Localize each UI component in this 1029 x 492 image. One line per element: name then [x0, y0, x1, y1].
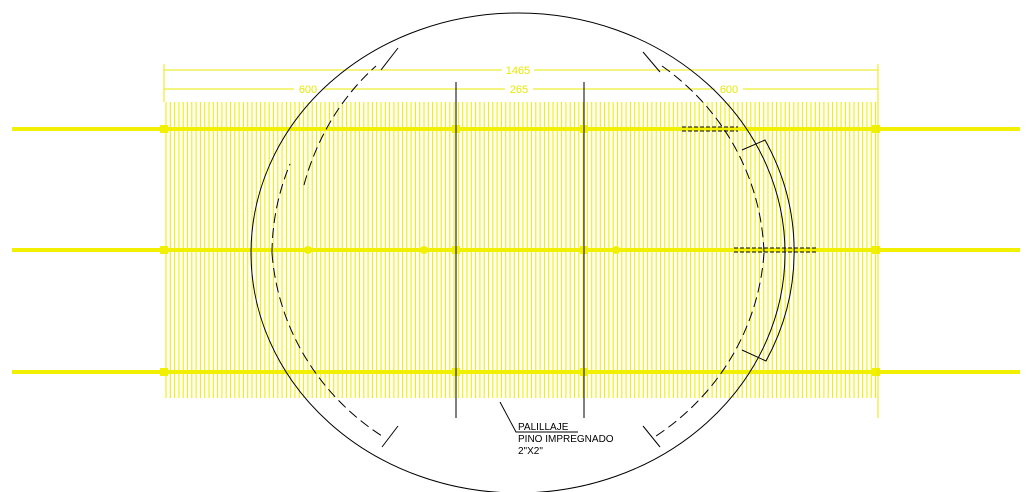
dim-left-label: 600 — [299, 84, 317, 96]
dimension-labels: 1465 600 265 600 — [294, 63, 743, 96]
post-marker-round — [304, 246, 312, 254]
beam-group — [12, 127, 1020, 374]
notch-bottom-left — [381, 425, 399, 448]
post-marker — [872, 246, 880, 254]
notch-top-right — [642, 51, 661, 73]
slat-note: PALILLAJE PINO IMPREGNADO 2"X2" — [518, 422, 614, 457]
post-marker — [160, 246, 168, 254]
post-marker — [160, 368, 168, 376]
post-marker-round — [612, 246, 620, 254]
notch-bottom-right — [642, 425, 661, 448]
post-marker — [872, 368, 880, 376]
dim-label-bg-left — [294, 82, 322, 94]
post-marker-round — [420, 246, 428, 254]
inner-dashed-arc-left — [271, 163, 291, 254]
note-line-1: PALILLAJE — [518, 422, 569, 433]
note-line-3: 2"X2" — [518, 446, 543, 457]
dim-right-label: 600 — [720, 84, 738, 96]
inner-dashed-arc-left-top — [303, 65, 377, 186]
note-line-2: PINO IMPREGNADO — [518, 434, 614, 445]
deck-outline — [250, 12, 818, 492]
side-bench — [741, 139, 795, 362]
post-marker — [160, 125, 168, 133]
dim-label-bg-center — [505, 82, 533, 94]
inner-dashed-arc-left-bottom — [271, 252, 383, 437]
dim-label-bg-right — [715, 82, 743, 94]
post-marker — [872, 125, 880, 133]
outer-circle — [250, 12, 786, 492]
dim-overall-label: 1465 — [506, 65, 530, 77]
note-leader — [499, 401, 578, 433]
dim-label-bg-overall — [502, 63, 534, 75]
dim-center-label: 265 — [510, 84, 528, 96]
inner-dashed-arc-right-bottom — [655, 252, 765, 437]
notch-top-left — [380, 47, 399, 71]
inner-dashed-arc-right-top — [661, 65, 765, 254]
